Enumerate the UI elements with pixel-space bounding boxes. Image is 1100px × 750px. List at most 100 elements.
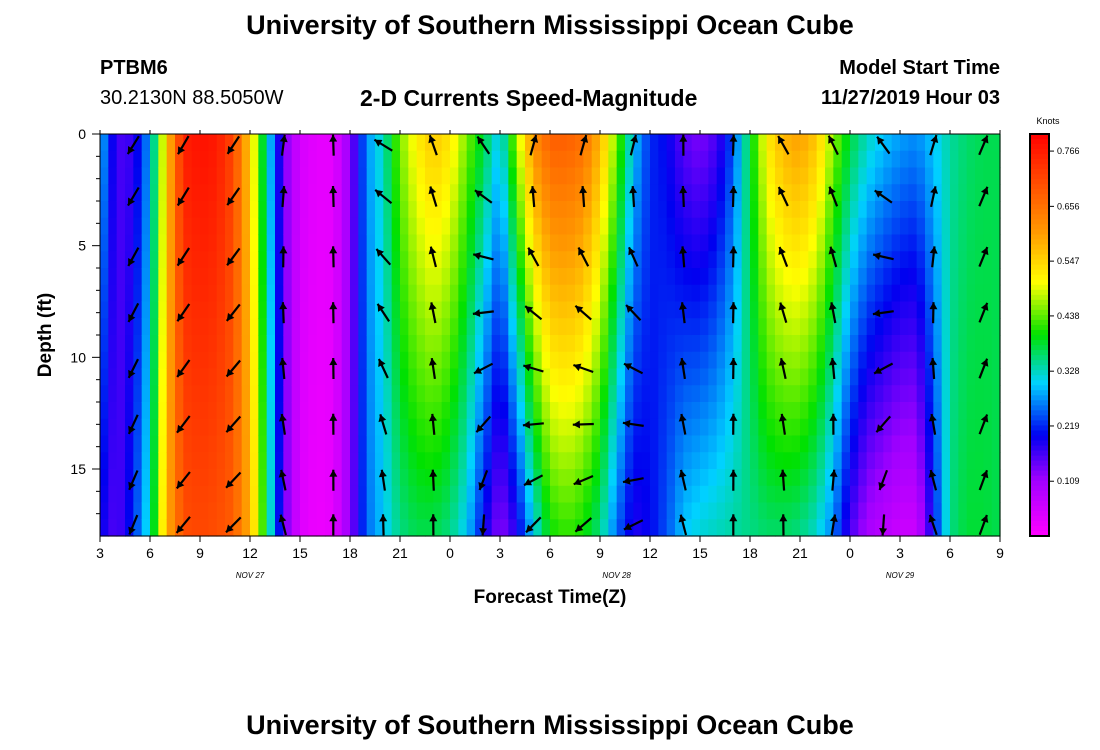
heatmap-cell: [383, 418, 393, 437]
heatmap-cell: [750, 301, 759, 319]
heatmap-cell: [350, 335, 359, 353]
heatmap-cell: [808, 452, 818, 470]
heatmap-cell: [250, 268, 259, 286]
heatmap-cell: [675, 469, 684, 487]
current-arrow-head: [374, 139, 383, 147]
heatmap-cell: [650, 268, 659, 286]
heatmap-cell: [216, 502, 226, 520]
heatmap-cell: [675, 519, 684, 537]
heatmap-cell: [975, 234, 984, 252]
heatmap-cell: [600, 502, 609, 520]
heatmap-cell: [808, 402, 818, 420]
heatmap-cell: [608, 284, 618, 303]
heatmap-cell: [625, 485, 634, 504]
heatmap-cell: [883, 418, 893, 437]
heatmap-cell: [600, 234, 609, 252]
current-arrow-head: [177, 424, 185, 433]
heatmap-cell: [558, 502, 568, 520]
heatmap-cell: [466, 502, 476, 520]
heatmap-cell: [950, 519, 959, 537]
heatmap-cell: [850, 469, 859, 487]
current-arrow-head: [980, 414, 989, 423]
heatmap-cell: [208, 368, 218, 386]
heatmap-cell: [216, 234, 226, 252]
heatmap-cell: [758, 385, 768, 403]
heatmap-cell: [616, 318, 626, 336]
heatmap-cell: [975, 519, 984, 537]
heatmap-cell: [450, 201, 459, 219]
heatmap-cell: [291, 335, 301, 353]
current-arrow-head: [678, 514, 687, 523]
heatmap-cell: [458, 452, 468, 470]
heatmap-cell: [450, 335, 459, 353]
heatmap-cell: [525, 485, 534, 504]
heatmap-cell: [641, 217, 651, 236]
heatmap-cell: [250, 318, 259, 336]
heatmap-cell: [391, 201, 401, 219]
heatmap-cell: [950, 201, 959, 219]
heatmap-cell: [525, 150, 534, 169]
heatmap-cell: [683, 385, 693, 403]
heatmap-cell: [466, 418, 476, 437]
heatmap-cell: [725, 402, 734, 420]
heatmap-cell: [516, 418, 526, 437]
heatmap-cell: [883, 469, 893, 487]
heatmap-cell: [225, 284, 234, 303]
heatmap-cell: [666, 385, 676, 403]
heatmap-cell: [983, 485, 993, 504]
heatmap-cell: [541, 217, 551, 236]
current-arrow-head: [329, 358, 338, 366]
heatmap-cell: [841, 418, 851, 437]
heatmap-cell: [658, 134, 668, 152]
heatmap-cell: [658, 351, 668, 370]
colorbar-segment: [1030, 174, 1049, 180]
heatmap-cell: [325, 402, 334, 420]
current-arrow-head: [778, 247, 786, 255]
heatmap-cell: [525, 469, 534, 487]
heatmap-cell: [825, 452, 834, 470]
heatmap-cell: [325, 519, 334, 537]
heatmap-cell: [733, 335, 743, 353]
heatmap-cell: [725, 167, 734, 185]
heatmap-cell: [458, 184, 468, 202]
heatmap-cell: [366, 318, 376, 336]
heatmap-cell: [408, 301, 418, 319]
heatmap-cell: [616, 452, 626, 470]
heatmap-cell: [433, 519, 443, 537]
heatmap-cell: [433, 134, 443, 152]
heatmap-cell: [508, 418, 518, 437]
heatmap-cell: [958, 150, 968, 169]
heatmap-cell: [941, 134, 951, 152]
heatmap-cell: [458, 351, 468, 370]
heatmap-cell: [300, 284, 309, 303]
heatmap-cell: [475, 469, 484, 487]
heatmap-cell: [783, 519, 793, 537]
heatmap-cell: [758, 368, 768, 386]
heatmap-cell: [791, 184, 801, 202]
current-arrow-head: [929, 302, 938, 310]
current-arrow-head: [178, 146, 185, 155]
heatmap-cell: [458, 284, 468, 303]
heatmap-cell: [158, 485, 168, 504]
current-arrow-head: [177, 197, 185, 206]
heatmap-cell: [808, 519, 818, 537]
heatmap-cell: [808, 201, 818, 219]
heatmap-cell: [575, 402, 584, 420]
heatmap-cell: [833, 385, 843, 403]
heatmap-cell: [425, 301, 434, 319]
heatmap-cell: [508, 301, 518, 319]
heatmap-cell: [100, 452, 109, 470]
heatmap-cell: [566, 217, 576, 236]
heatmap-cell: [950, 402, 959, 420]
colorbar-tick-label: 0.328: [1057, 366, 1080, 376]
heatmap-cell: [650, 318, 659, 336]
heatmap-cell: [866, 217, 876, 236]
heatmap-cell: [533, 351, 543, 370]
heatmap-cell: [691, 351, 701, 370]
heatmap-cell: [833, 368, 843, 386]
heatmap-cell: [575, 502, 584, 520]
heatmap-cell: [850, 134, 859, 152]
heatmap-cell: [191, 150, 201, 169]
heatmap-cell: [166, 301, 176, 319]
heatmap-cell: [900, 502, 909, 520]
